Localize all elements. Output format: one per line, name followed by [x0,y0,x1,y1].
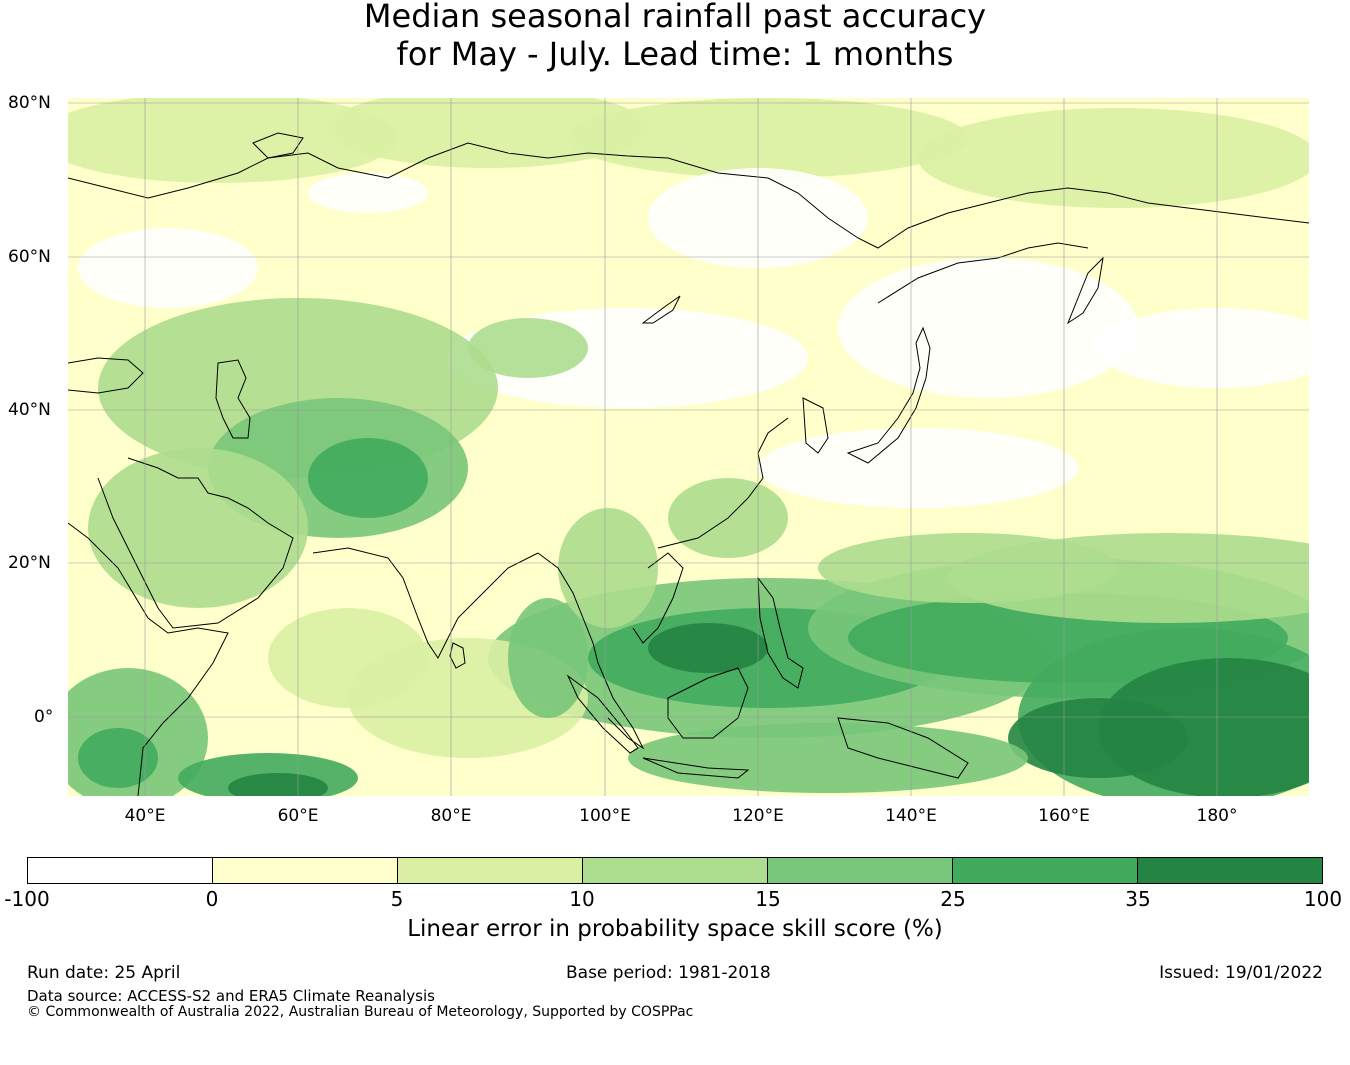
coastline-sri-lanka [449,642,466,669]
lat-label-20n: 20°N [8,553,51,573]
title-line-1: Median seasonal rainfall past accuracy [363,0,987,35]
colorbar-tick: 15 [755,887,781,911]
skill-region [328,98,648,168]
coastline-borneo [667,667,749,739]
skill-score-map [68,98,1309,796]
colorbar-tick: 35 [1125,887,1151,911]
colorbar-segment [398,858,583,883]
lon-label-60e: 60°E [277,806,319,826]
chart-title: Median seasonal rainfall past accuracy f… [0,0,1350,73]
coastline-lake-baikal [641,295,681,324]
colorbar-tick: 100 [1303,887,1343,911]
lat-label-80n: 80°N [8,93,51,113]
colorbar-tick: -100 [4,887,50,911]
coastline-new-guinea [837,717,969,779]
copyright: © Commonwealth of Australia 2022, Austra… [27,1004,694,1020]
coastline-black-sea [68,357,144,394]
lon-label-180: 180° [1196,806,1238,826]
skill-region [228,773,328,796]
skill-region [838,258,1138,398]
colorbar-segment [1138,858,1322,883]
skill-region [918,108,1309,208]
base-period: Base period: 1981-2018 [566,963,771,983]
skill-region [558,508,658,628]
skill-shading [68,98,1309,796]
coastline-caspian-sea [215,359,251,439]
skill-region [78,728,158,788]
colorbar-tick: 5 [390,887,404,911]
skill-region [758,428,1078,508]
coastline-china-east [657,417,789,549]
coastline-japan [846,326,931,464]
lon-label-160e: 160°E [1038,806,1090,826]
lon-label-100e: 100°E [579,806,631,826]
colorbar-label: Linear error in probability space skill … [407,916,943,942]
title-line-2: for May - July. Lead time: 1 months [396,35,954,73]
skill-region [308,438,428,518]
coastline-sumatra [566,674,639,754]
skill-region [468,318,588,378]
coastline-java [642,757,750,779]
skill-region [88,448,308,608]
coastline-korea [802,397,829,454]
coastline-kamchatka [1066,256,1104,325]
colorbar [27,857,1323,884]
skill-region [1098,308,1309,388]
skill-region [78,228,258,308]
coastline-okhotsk [877,242,1089,304]
skill-region [68,98,398,183]
lat-label-40n: 40°N [8,400,51,420]
lon-label-140e: 140°E [885,806,937,826]
colorbar-segment [953,858,1138,883]
colorbar-tick: 0 [205,887,219,911]
skill-region [308,173,428,213]
coastline-india [312,547,539,659]
data-source: Data source: ACCESS-S2 and ERA5 Climate … [27,987,435,1005]
skill-region [628,723,1028,793]
skill-region [818,533,1118,603]
coastline-arabia [97,457,294,629]
run-date: Run date: 25 April [27,963,181,983]
colorbar-segment [583,858,768,883]
skill-region [648,623,768,673]
skill-region [508,598,588,718]
lon-label-120e: 120°E [732,806,784,826]
lon-label-80e: 80°E [430,806,472,826]
issued-date: Issued: 19/01/2022 [1159,963,1323,983]
coastline-indochina [537,552,645,750]
coastline-vietnam [632,552,684,644]
colorbar-tick: 25 [940,887,966,911]
colorbar-segment [768,858,953,883]
graticule [68,98,1309,796]
coastline-philippines [757,576,804,689]
colorbar-segment [28,858,213,883]
lon-label-40e: 40°E [124,806,166,826]
lat-label-0: 0° [34,707,54,727]
skill-region [1008,698,1188,778]
skill-region [268,608,428,708]
colorbar-tick: 10 [569,887,595,911]
colorbar-segment [213,858,398,883]
skill-region [568,98,968,178]
lat-label-60n: 60°N [8,247,51,267]
coastline-arctic [68,142,1309,249]
